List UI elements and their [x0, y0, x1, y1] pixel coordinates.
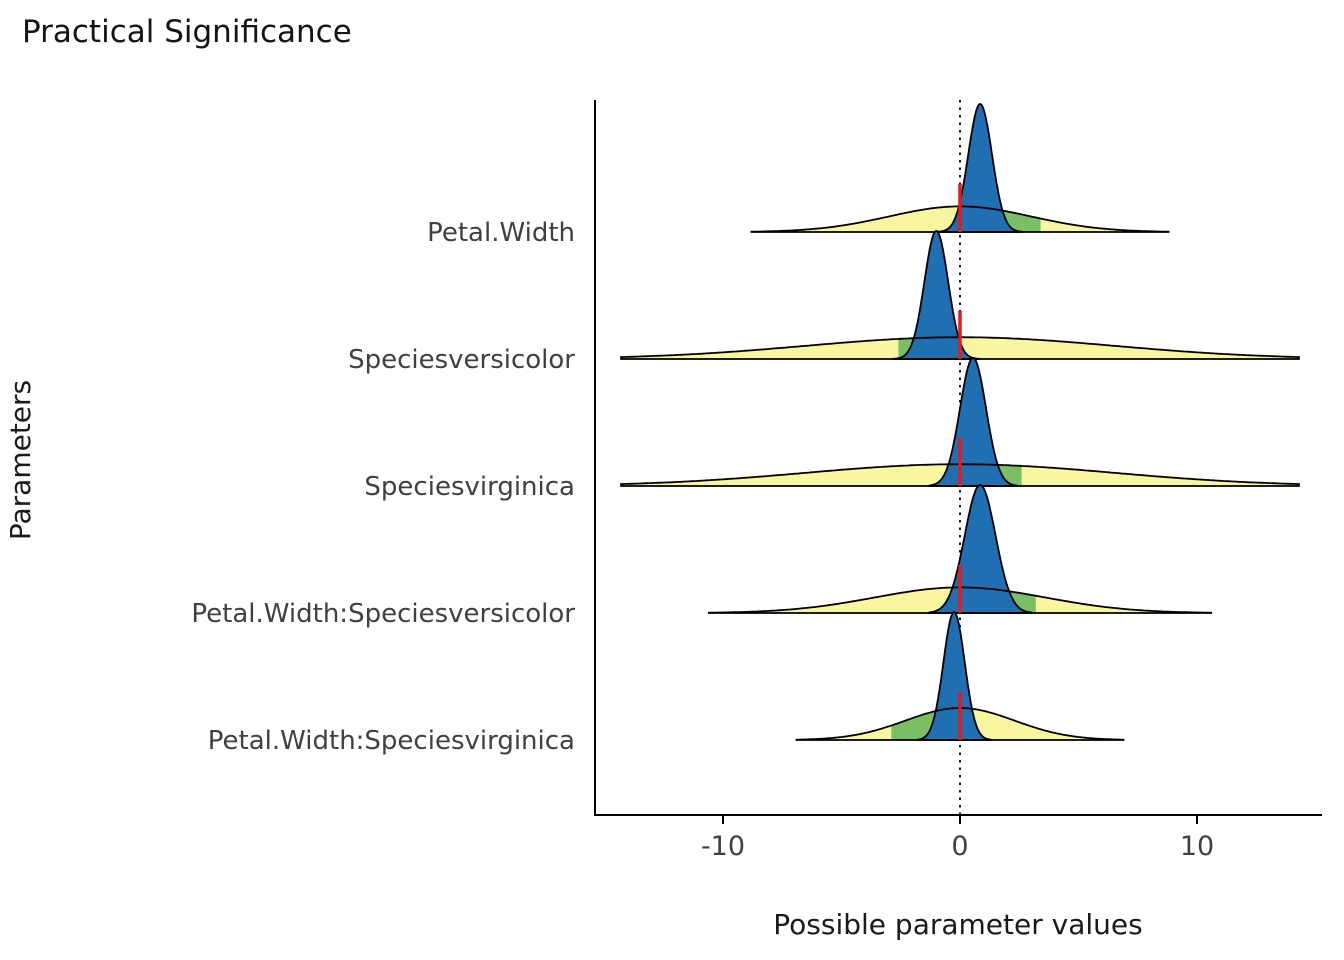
y-tick-label: Speciesvirginica: [364, 472, 575, 502]
density-row-5: [795, 611, 1125, 741]
density-row-4: [707, 484, 1213, 614]
y-tick-label: Petal.Width: [427, 218, 575, 248]
posterior-density-area: [892, 230, 980, 360]
x-tick-label: -10: [701, 831, 745, 862]
posterior-density-area: [928, 484, 1032, 614]
y-tick-label: Petal.Width:Speciesvirginica: [208, 726, 575, 756]
density-row-2: [620, 230, 1300, 360]
posterior-density-area: [928, 357, 1018, 487]
y-tick-label: Petal.Width:Speciesversicolor: [191, 599, 575, 629]
x-tick-label: 0: [951, 831, 968, 862]
y-tick-label: Speciesversicolor: [348, 345, 575, 375]
density-row-3: [620, 357, 1300, 487]
y-axis-title: Parameters: [4, 380, 37, 540]
x-tick-label: 10: [1180, 831, 1214, 862]
chart-title: Practical Significance: [22, 14, 352, 50]
density-row-1: [750, 103, 1170, 233]
curves-layer: Petal.Width Speciesversicolor Speciesvirgi…: [191, 100, 1322, 862]
posterior-density-area: [937, 103, 1023, 233]
posterior-density-area: [916, 611, 992, 741]
x-axis-title: Possible parameter values: [773, 908, 1142, 941]
